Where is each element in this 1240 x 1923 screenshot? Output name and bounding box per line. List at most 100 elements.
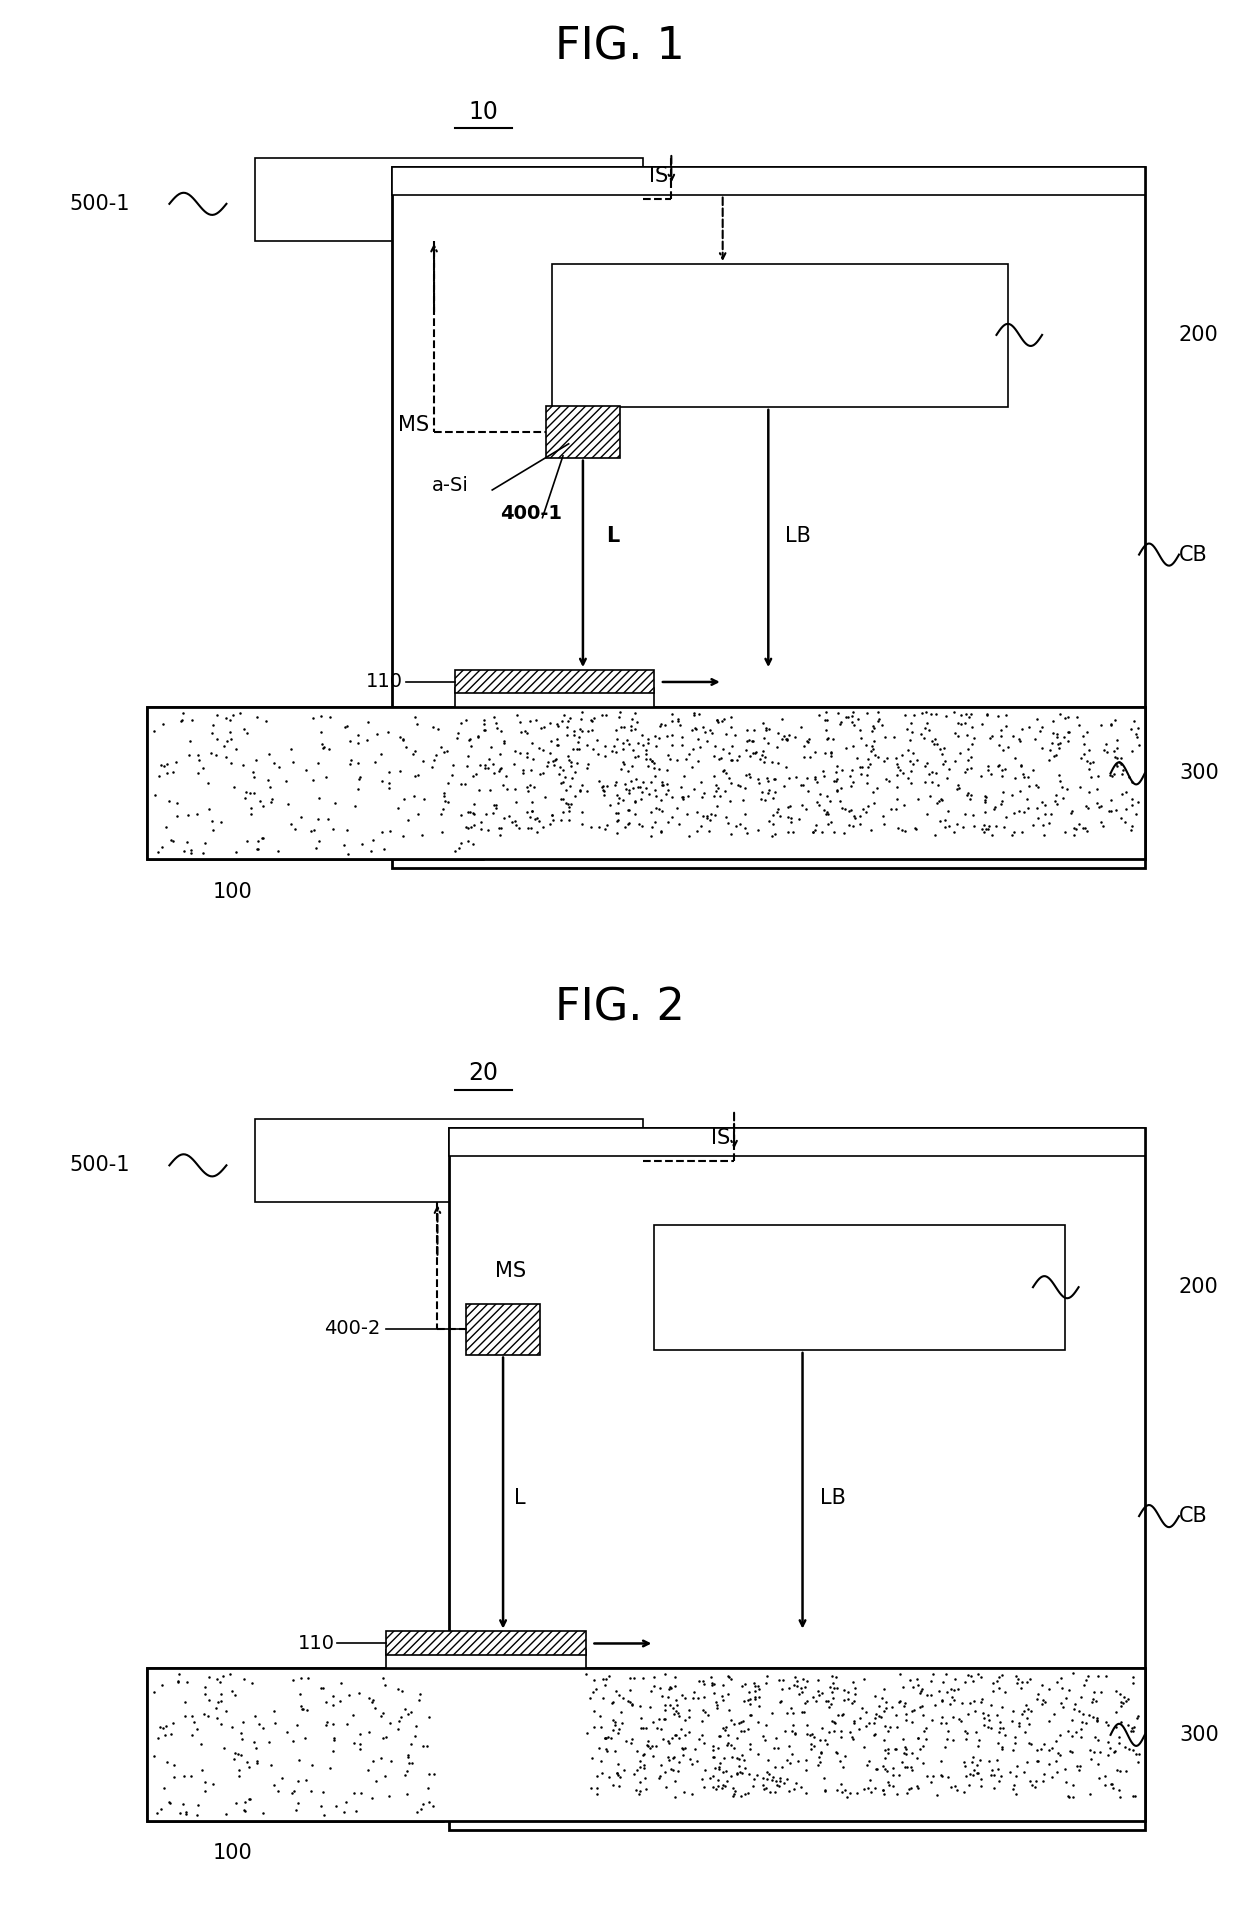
Point: [206, 1692, 226, 1723]
Point: [652, 767, 672, 798]
Point: [1023, 810, 1043, 840]
Point: [991, 788, 1011, 819]
Point: [1089, 1660, 1109, 1690]
Point: [818, 723, 838, 754]
Point: [309, 825, 329, 856]
Point: [517, 742, 537, 773]
Point: [864, 725, 884, 756]
Point: [1083, 746, 1102, 777]
Point: [506, 735, 526, 765]
Point: [608, 1758, 627, 1788]
Point: [785, 1661, 805, 1692]
Point: [815, 1775, 835, 1806]
Point: [662, 719, 682, 750]
Point: [1086, 1685, 1106, 1715]
Point: [459, 725, 479, 756]
Point: [629, 771, 649, 802]
Point: [740, 1688, 760, 1719]
Point: [769, 1771, 789, 1802]
Point: [737, 735, 756, 765]
Point: [529, 758, 549, 788]
Point: [746, 1760, 766, 1790]
Point: [878, 1736, 898, 1767]
Point: [1043, 1761, 1063, 1792]
Point: [756, 715, 776, 746]
Point: [290, 1661, 310, 1692]
Point: [1006, 1661, 1025, 1692]
Point: [821, 740, 841, 771]
Point: [291, 1694, 311, 1725]
Point: [846, 1673, 866, 1704]
Point: [234, 1794, 254, 1825]
Point: [916, 1723, 936, 1754]
Point: [848, 704, 868, 735]
Point: [1004, 798, 1024, 829]
Point: [596, 1736, 616, 1767]
Point: [852, 1692, 872, 1723]
Point: [698, 725, 718, 756]
Point: [410, 1679, 430, 1710]
Point: [711, 781, 730, 812]
Point: [666, 1685, 686, 1715]
Point: [696, 1696, 715, 1727]
Point: [782, 1715, 802, 1746]
Point: [636, 1711, 656, 1742]
Point: [615, 812, 635, 842]
Point: [963, 800, 983, 831]
Point: [402, 1748, 422, 1779]
Point: [1085, 1677, 1105, 1708]
Point: [806, 1686, 826, 1717]
Point: [949, 769, 968, 800]
Point: [975, 1710, 994, 1740]
Point: [827, 752, 847, 783]
Point: [543, 804, 563, 835]
Point: [756, 1756, 776, 1786]
Point: [660, 1673, 680, 1704]
Point: [405, 1721, 425, 1752]
Point: [663, 1698, 683, 1729]
Point: [885, 1733, 905, 1763]
Point: [1122, 1711, 1142, 1742]
Point: [639, 727, 658, 758]
Point: [591, 1746, 611, 1777]
Point: [1056, 773, 1076, 804]
Point: [180, 725, 200, 756]
Point: [334, 1796, 353, 1827]
Point: [1127, 1702, 1147, 1733]
Point: [464, 798, 484, 829]
Point: [285, 813, 305, 844]
Point: [362, 1686, 382, 1717]
Point: [854, 1731, 874, 1761]
Point: [174, 837, 193, 867]
Point: [959, 1660, 978, 1690]
Point: [832, 1777, 852, 1808]
Point: [901, 1754, 921, 1785]
Point: [465, 810, 485, 840]
Text: L: L: [515, 1488, 526, 1508]
Point: [388, 1713, 408, 1744]
Point: [837, 702, 857, 733]
Point: [594, 779, 614, 810]
Point: [770, 1686, 790, 1717]
Point: [371, 1700, 391, 1731]
Text: CB: CB: [1179, 544, 1208, 565]
Point: [337, 712, 357, 742]
Point: [991, 721, 1011, 752]
Point: [1007, 1750, 1027, 1781]
Point: [1034, 810, 1054, 840]
Point: [688, 746, 708, 777]
Point: [1012, 815, 1032, 846]
Point: [668, 706, 688, 737]
Point: [211, 1679, 231, 1710]
Point: [288, 1710, 308, 1740]
Point: [673, 783, 693, 813]
Point: [1066, 1750, 1086, 1781]
Point: [527, 817, 547, 848]
Point: [849, 752, 869, 783]
Point: [823, 1667, 843, 1698]
Point: [614, 748, 634, 779]
Point: [852, 752, 872, 783]
Point: [725, 1775, 745, 1806]
Point: [145, 779, 165, 810]
Point: [1070, 771, 1090, 802]
